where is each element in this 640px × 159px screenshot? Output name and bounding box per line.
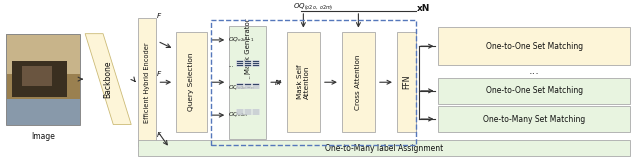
FancyBboxPatch shape [236,60,243,62]
FancyBboxPatch shape [236,109,243,111]
FancyBboxPatch shape [438,27,630,65]
FancyBboxPatch shape [244,83,252,85]
FancyBboxPatch shape [252,64,259,66]
FancyBboxPatch shape [244,87,252,88]
Text: xN: xN [417,4,430,13]
FancyBboxPatch shape [236,64,243,66]
Text: One-to-One Set Matching: One-to-One Set Matching [486,86,583,95]
FancyBboxPatch shape [244,85,252,86]
Text: Backbone: Backbone [104,60,113,98]
FancyBboxPatch shape [252,109,259,111]
FancyBboxPatch shape [252,62,259,64]
FancyBboxPatch shape [244,64,252,66]
Text: $M$: $M$ [274,78,282,87]
FancyBboxPatch shape [252,87,259,88]
Text: FFN: FFN [402,75,411,90]
FancyBboxPatch shape [252,111,259,112]
FancyBboxPatch shape [438,106,630,132]
FancyBboxPatch shape [252,83,259,85]
FancyBboxPatch shape [342,32,375,132]
Text: Mask Generator: Mask Generator [244,18,251,74]
FancyBboxPatch shape [236,85,243,86]
Text: ...: ... [243,71,252,79]
FancyBboxPatch shape [438,78,630,104]
FancyBboxPatch shape [244,109,252,111]
FancyBboxPatch shape [397,32,416,132]
Text: One-to-One Set Matching: One-to-One Set Matching [486,42,583,51]
FancyBboxPatch shape [138,140,630,156]
Text: Cross Attention: Cross Attention [355,55,362,110]
FancyBboxPatch shape [236,62,243,64]
Text: $OQ_{o2m}$: $OQ_{o2m}$ [228,110,249,119]
Text: ...: ... [529,66,540,76]
FancyBboxPatch shape [6,97,80,124]
Text: Query Selection: Query Selection [188,53,195,111]
Text: $F$: $F$ [156,11,163,20]
FancyBboxPatch shape [176,32,207,132]
FancyBboxPatch shape [6,34,80,75]
FancyBboxPatch shape [12,61,67,97]
Text: $OQ_{o2o-1}$: $OQ_{o2o-1}$ [228,36,255,44]
FancyBboxPatch shape [236,87,243,88]
FancyBboxPatch shape [22,66,52,86]
Text: $OQ_{(o2o,\ o2m)}$: $OQ_{(o2o,\ o2m)}$ [293,1,334,12]
Text: Efficient Hybrid Encoder: Efficient Hybrid Encoder [143,42,150,123]
FancyBboxPatch shape [252,85,259,86]
Text: Image: Image [31,132,55,141]
Polygon shape [85,34,131,124]
FancyBboxPatch shape [252,60,259,62]
FancyBboxPatch shape [236,113,243,114]
FancyBboxPatch shape [229,26,266,139]
Text: $OQ_{o2o-n}$: $OQ_{o2o-n}$ [228,83,255,92]
Text: $F$: $F$ [156,130,163,139]
FancyBboxPatch shape [244,60,252,62]
FancyBboxPatch shape [244,113,252,114]
FancyBboxPatch shape [138,18,156,146]
Text: Mask Self
Attention: Mask Self Attention [297,65,310,100]
FancyBboxPatch shape [244,111,252,112]
FancyBboxPatch shape [287,32,320,132]
FancyBboxPatch shape [236,83,243,85]
Text: One-to-Many label Assignment: One-to-Many label Assignment [325,144,443,152]
Text: $F$: $F$ [156,69,163,78]
Text: One-to-Many Set Matching: One-to-Many Set Matching [483,114,586,124]
Text: ...: ... [228,63,234,68]
FancyBboxPatch shape [244,62,252,64]
FancyBboxPatch shape [6,74,80,99]
FancyBboxPatch shape [236,111,243,112]
FancyBboxPatch shape [252,113,259,114]
